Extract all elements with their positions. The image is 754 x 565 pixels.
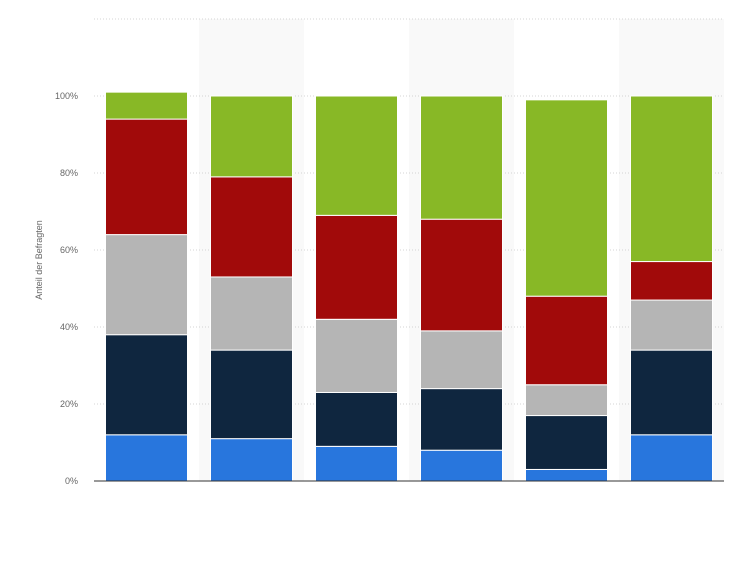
bar-segment-4 bbox=[315, 214, 398, 320]
bar-segment-5 bbox=[630, 95, 713, 263]
bar-segment-2 bbox=[210, 349, 293, 440]
bar-segment-1 bbox=[525, 468, 608, 482]
bar-segment-4 bbox=[210, 176, 293, 278]
bar-segment-1 bbox=[210, 438, 293, 482]
bar-segment-2 bbox=[525, 415, 608, 470]
bar-segment-5 bbox=[420, 95, 503, 220]
bar-segment-3 bbox=[420, 330, 503, 390]
bar-segment-3 bbox=[105, 234, 188, 336]
bar-segment-2 bbox=[105, 334, 188, 436]
y-tick-label: 0% bbox=[65, 476, 78, 486]
bar-segment-4 bbox=[105, 118, 188, 236]
bar-segment-2 bbox=[315, 391, 398, 447]
bars bbox=[105, 91, 713, 482]
bar-segment-3 bbox=[315, 318, 398, 393]
bar-segment-3 bbox=[525, 384, 608, 417]
bar-segment-1 bbox=[420, 449, 503, 482]
y-tick-label: 60% bbox=[60, 245, 78, 255]
bar-segment-3 bbox=[210, 276, 293, 351]
bar-segment-1 bbox=[630, 434, 713, 482]
gridlines bbox=[94, 18, 724, 405]
bar-segment-5 bbox=[315, 95, 398, 216]
bar-segment-1 bbox=[105, 434, 188, 482]
bar-segment-5 bbox=[210, 95, 293, 178]
bar-segment-2 bbox=[420, 388, 503, 451]
bar-segment-3 bbox=[630, 299, 713, 351]
bar-segment-5 bbox=[105, 91, 188, 120]
y-axis-title: Anteil der Befragten bbox=[34, 220, 44, 300]
bar-segment-5 bbox=[525, 99, 608, 297]
bar-segment-4 bbox=[420, 218, 503, 332]
bar-segment-2 bbox=[630, 349, 713, 436]
bar-segment-1 bbox=[315, 445, 398, 482]
bar-segment-4 bbox=[630, 261, 713, 301]
y-tick-label: 20% bbox=[60, 399, 78, 409]
bar-segment-4 bbox=[525, 295, 608, 386]
y-tick-labels: 0% 20% 40% 60% 80% 100% bbox=[55, 91, 78, 486]
y-tick-label: 80% bbox=[60, 168, 78, 178]
y-tick-label: 40% bbox=[60, 322, 78, 332]
y-tick-label: 100% bbox=[55, 91, 78, 101]
